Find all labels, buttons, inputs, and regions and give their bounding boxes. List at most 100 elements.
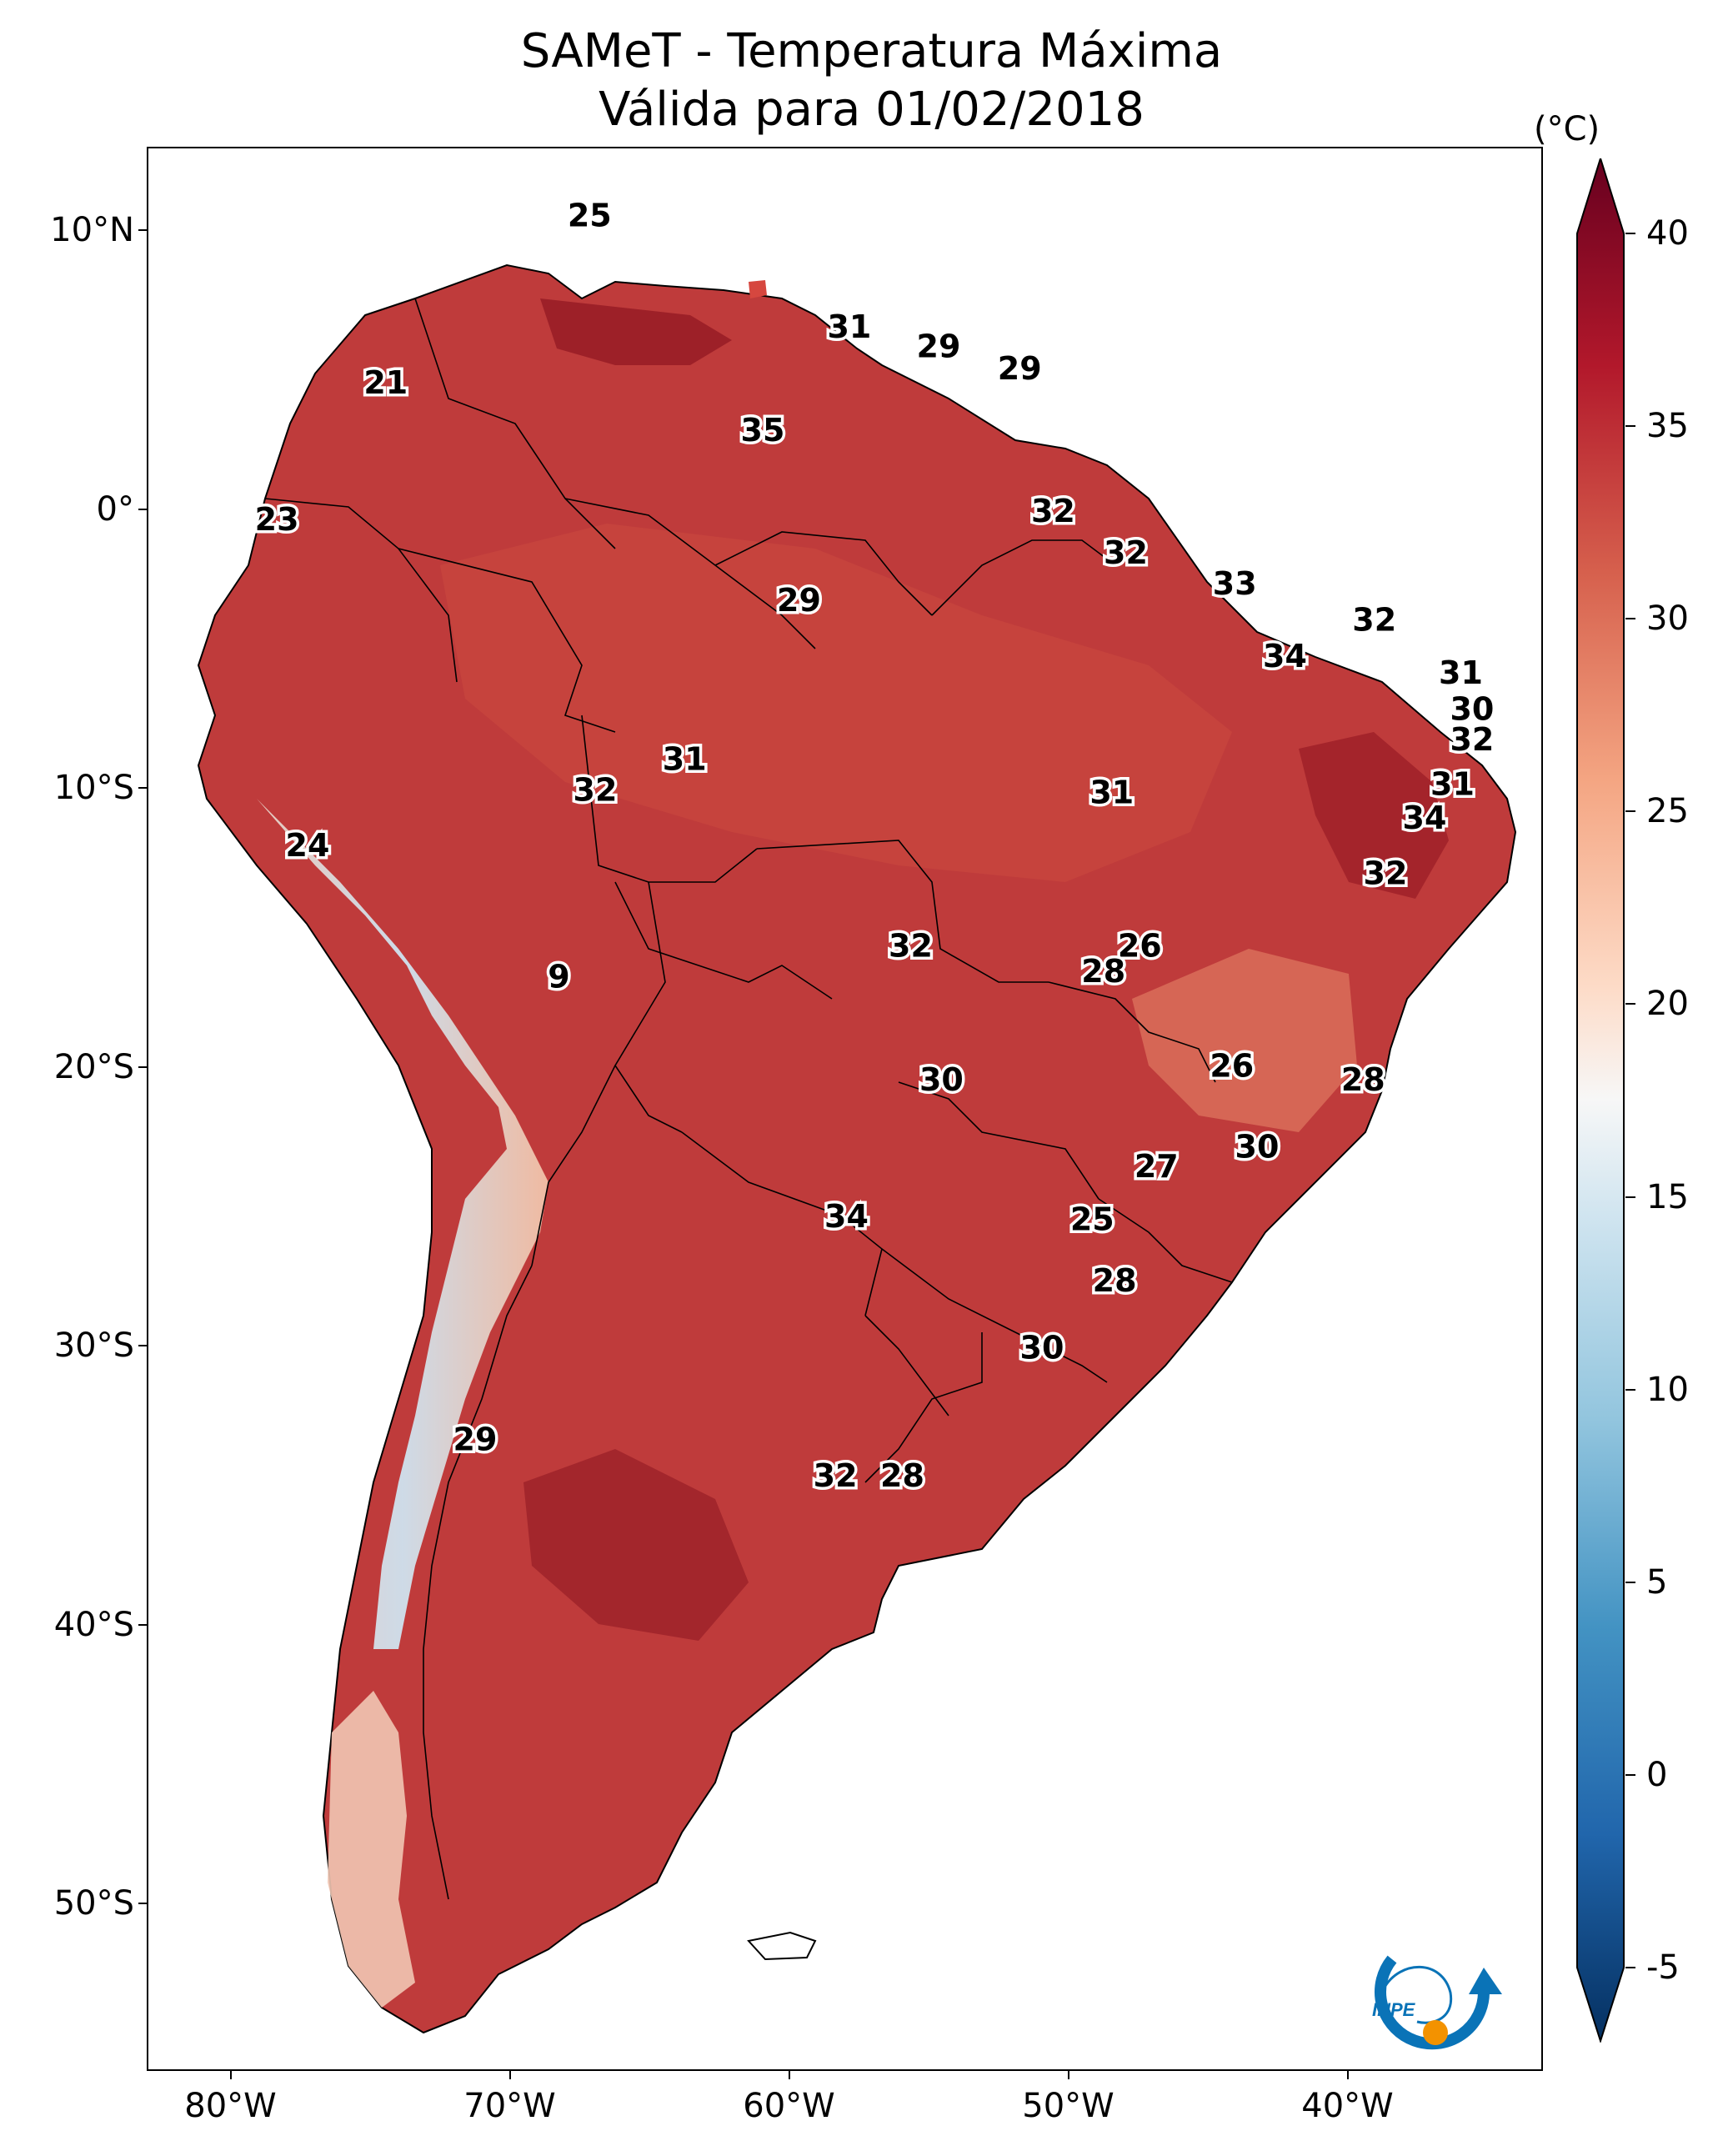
temperature-label: 29 [998, 350, 1042, 387]
latitude-tick-label: 20°S [53, 1047, 134, 1086]
temperature-label: 32 [889, 928, 933, 965]
trinidad-island [749, 280, 767, 298]
colorbar-tick-label: 25 [1646, 792, 1689, 831]
colorbar-tick-label: 0 [1646, 1755, 1668, 1794]
latitude-tick-label: 0° [96, 489, 134, 529]
temperature-label: 27 [1134, 1148, 1179, 1185]
latitude-tick-label: 10°S [53, 769, 134, 808]
longitude-tick-mark [788, 2071, 790, 2079]
hot-spot-argentina [523, 1449, 749, 1641]
colorbar-tick-mark [1625, 1196, 1635, 1198]
temperature-label: 32 [814, 1457, 858, 1494]
temperature-label: 32 [1104, 534, 1148, 571]
longitude-tick-mark [229, 2071, 232, 2079]
temperature-label: 26 [1118, 928, 1162, 965]
longitude-tick-label: 50°W [1022, 2087, 1114, 2125]
hot-spot-venezuela [540, 298, 732, 365]
temperature-label: 31 [1089, 775, 1134, 811]
colorbar-tick-mark [1625, 233, 1635, 234]
colorbar-tick-label: 5 [1646, 1562, 1668, 1602]
latitude-tick-mark [138, 229, 147, 232]
longitude-tick-mark [1346, 2071, 1349, 2079]
longitude-tick-label: 80°W [184, 2087, 277, 2125]
temperature-label: 28 [1081, 953, 1125, 990]
temperature-label: 34 [824, 1198, 869, 1235]
temperature-label: 32 [1450, 721, 1494, 758]
temperature-label: 34 [1263, 638, 1307, 674]
colorbar-tick-label: -5 [1646, 1948, 1680, 1987]
temperature-label: 32 [573, 771, 618, 808]
latitude-tick-mark [138, 1903, 147, 1905]
map-subtitle: Válida para 01/02/2018 [599, 83, 1144, 137]
logo-orange-dot [1423, 2020, 1448, 2045]
map-panel[interactable]: 25 21 23 31 29 29 35 32 32 33 29 32 34 31 30 32 31 32 31 31… [147, 147, 1543, 2071]
latitude-tick-label: 10°N [50, 211, 134, 250]
amazon-warm-region [440, 524, 1232, 882]
falkland-islands [747, 1931, 817, 1961]
colorbar-tick-mark [1625, 1773, 1635, 1776]
colorbar-tick-mark [1625, 1388, 1635, 1391]
colorbar-tick-label: 20 [1646, 985, 1689, 1024]
colorbar-tick-label: 30 [1646, 599, 1689, 639]
cool-southeast-brazil [1132, 949, 1357, 1132]
temperature-label: 21 [363, 364, 408, 401]
temperature-label: 30 [1450, 690, 1494, 727]
colorbar-tick-label: 15 [1646, 1177, 1689, 1216]
longitude-tick-mark [1067, 2071, 1069, 2079]
temperature-label: 30 [1020, 1329, 1064, 1366]
temperature-label: 28 [1341, 1061, 1385, 1098]
temperature-label: 34 [1403, 800, 1447, 836]
latitude-tick-mark [138, 1065, 147, 1068]
temperature-label: 30 [1235, 1129, 1280, 1166]
temperature-label: 32 [1031, 493, 1075, 529]
longitude-tick-label: 70°W [463, 2087, 556, 2125]
temperature-label: 28 [880, 1457, 924, 1494]
colorbar-tick-mark [1625, 1003, 1635, 1005]
temperature-label: 35 [741, 412, 785, 449]
temperature-label: 31 [663, 741, 707, 778]
colorbar-tick-mark [1625, 1967, 1635, 1968]
colorbar-bar [1576, 158, 1625, 2043]
longitude-tick-label: 40°W [1301, 2087, 1394, 2125]
temperature-label: 9 [548, 958, 569, 995]
andes-cold-band [257, 799, 548, 1649]
latitude-tick-mark [138, 508, 147, 510]
temperature-label: 24 [286, 827, 330, 864]
colorbar-tick-mark [1625, 810, 1635, 813]
logo-arrow [1469, 1968, 1502, 1994]
colorbar-tick-label: 10 [1646, 1370, 1689, 1409]
inpe-logo: INPE [1372, 1955, 1502, 2050]
patagonia-cool-band [328, 1691, 415, 2008]
temperature-label: 29 [453, 1421, 498, 1458]
colorbar-tick-mark [1625, 425, 1635, 428]
colorbar-unit: (°C) [1534, 110, 1600, 148]
colorbar-tick-label: 35 [1646, 407, 1689, 446]
country-borders [264, 298, 1233, 1900]
longitude-tick-label: 60°W [743, 2087, 835, 2125]
map-title: SAMeT - Temperatura Máxima [520, 24, 1223, 78]
latitude-tick-mark [138, 1623, 147, 1626]
temperature-label: 28 [1093, 1262, 1137, 1299]
temperature-label: 29 [917, 328, 961, 365]
temperature-label: 33 [1213, 565, 1257, 602]
latitude-tick-label: 50°S [53, 1884, 134, 1923]
logo-arc [1375, 1955, 1490, 2050]
logo-text: INPE [1372, 1999, 1416, 2020]
latitude-tick-label: 40°S [53, 1605, 134, 1644]
temperature-label: 31 [827, 308, 871, 345]
temperature-label: 30 [919, 1061, 964, 1098]
temperature-label: 32 [1364, 855, 1408, 892]
temperature-label: 25 [1070, 1201, 1114, 1238]
latitude-tick-mark [138, 1345, 147, 1347]
colorbar-tick-label: 40 [1646, 214, 1689, 253]
latitude-tick-label: 30°S [53, 1326, 134, 1366]
temperature-label: 31 [1430, 766, 1475, 803]
longitude-tick-mark [508, 2071, 511, 2079]
colorbar-tick-mark [1625, 1581, 1635, 1583]
hot-spot-northeast-brazil [1299, 732, 1449, 899]
colorbar-tick-mark [1625, 618, 1635, 620]
colorbar [1576, 158, 1625, 2043]
temperature-label: 23 [255, 501, 299, 538]
